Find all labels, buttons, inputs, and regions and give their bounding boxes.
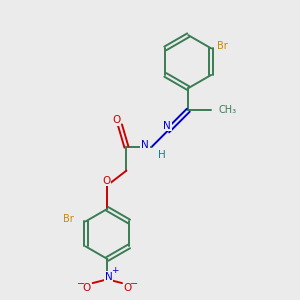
Text: N: N (163, 121, 171, 130)
Text: O: O (82, 284, 91, 293)
Text: O: O (112, 115, 121, 125)
Text: N: N (105, 272, 113, 282)
Text: N: N (141, 140, 149, 150)
Text: H: H (158, 150, 166, 160)
Text: O: O (124, 284, 132, 293)
Text: −: − (130, 279, 138, 289)
Text: −: − (77, 279, 85, 289)
Text: Br: Br (217, 41, 228, 51)
Text: CH₃: CH₃ (219, 105, 237, 115)
Text: Br: Br (62, 214, 73, 224)
Text: +: + (112, 266, 119, 275)
Text: O: O (102, 176, 110, 186)
